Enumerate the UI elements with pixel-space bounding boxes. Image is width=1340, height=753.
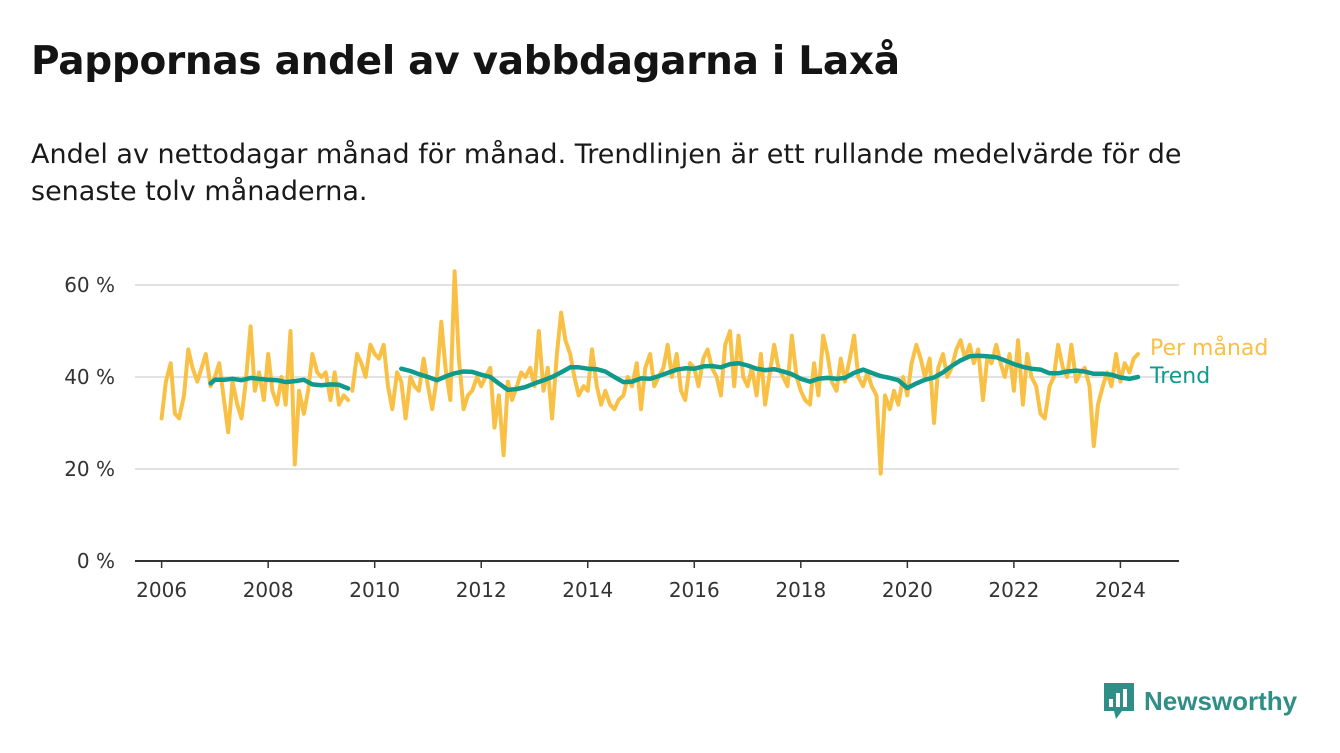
x-tick-label: 2006: [136, 578, 187, 602]
monthly-line-label: Per månad: [1150, 335, 1268, 361]
x-tick-label: 2014: [562, 578, 613, 602]
x-tick-label: 2016: [669, 578, 720, 602]
y-tick-label: 40 %: [64, 365, 115, 389]
monthly-line: [159, 324, 351, 467]
trend-line: [399, 353, 1141, 393]
x-tick-label: 2020: [882, 578, 933, 602]
newsworthy-logo-icon: [1104, 683, 1134, 719]
y-tick-label: 20 %: [64, 457, 115, 481]
series-labels: Per månad Trend: [1149, 335, 1268, 389]
brand-name: Newsworthy: [1144, 685, 1298, 716]
x-axis: 2006 2008 2010 2012 2014 2016 2018 2020 2022 2024: [135, 560, 1179, 602]
monthly-line: [350, 269, 1140, 476]
x-tick-label: 2018: [775, 578, 826, 602]
x-tick-label: 2022: [988, 578, 1039, 602]
y-axis-labels: 0 % 20 % 40 % 60 %: [64, 273, 115, 573]
x-tick-label: 2024: [1095, 578, 1146, 602]
chart-title: Pappornas andel av vabbdagarna i Laxå: [31, 39, 900, 84]
trend-line: [208, 375, 351, 391]
chart-subtitle: Andel av nettodagar månad för månad. Tre…: [31, 139, 1182, 207]
brand-logo[interactable]: Newsworthy: [1102, 681, 1297, 721]
trend-line-label: Trend: [1149, 364, 1210, 389]
y-tick-label: 0 %: [77, 549, 115, 573]
x-tick-label: 2012: [456, 578, 507, 602]
series-lines: [159, 269, 1141, 476]
x-tick-label: 2010: [349, 578, 400, 602]
y-tick-label: 60 %: [64, 273, 115, 297]
x-tick-label: 2008: [243, 578, 294, 602]
